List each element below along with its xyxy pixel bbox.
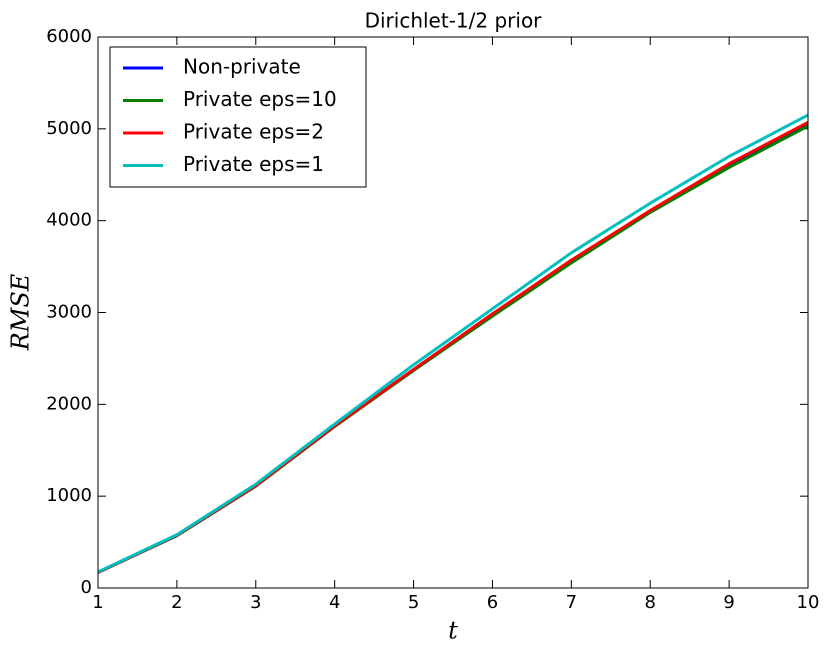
series-line (97, 123, 809, 574)
series-line (97, 113, 809, 574)
x-tick-label: 7 (566, 592, 577, 613)
y-tick-label: 2000 (46, 393, 92, 414)
plot-frame (97, 36, 809, 589)
legend: Non-private Private eps=10 Private eps=2 Pr… (109, 46, 367, 188)
x-tick-label: 1 (92, 592, 103, 613)
y-tick-label: 5000 (46, 118, 92, 139)
y-tick-label: 6000 (46, 26, 92, 47)
legend-box (109, 46, 367, 188)
y-tick-label: 0 (81, 577, 92, 598)
legend-label: Private eps=10 (183, 87, 337, 111)
x-tick-label: 4 (329, 592, 340, 613)
x-tick-label: 8 (644, 592, 655, 613)
x-tick-label: 6 (487, 592, 498, 613)
x-tick-label: 2 (171, 592, 182, 613)
x-axis-label: t (448, 617, 458, 645)
series-line (97, 121, 809, 574)
y-tick-label: 4000 (46, 210, 92, 231)
x-tick-label: 3 (250, 592, 261, 613)
legend-label: Non-private (183, 55, 301, 79)
x-tick-label: 10 (797, 592, 820, 613)
legend-label: Private eps=2 (183, 120, 324, 144)
x-tick-label: 9 (723, 592, 734, 613)
legend-label: Private eps=1 (183, 152, 324, 176)
x-tick-label: 5 (408, 592, 419, 613)
y-axis-label: RMSE (7, 273, 35, 351)
chart-title: Dirichlet-1/2 prior (365, 9, 543, 33)
y-tick-label: 1000 (46, 485, 92, 506)
y-tick-label: 3000 (46, 302, 92, 323)
series-line (97, 124, 809, 574)
